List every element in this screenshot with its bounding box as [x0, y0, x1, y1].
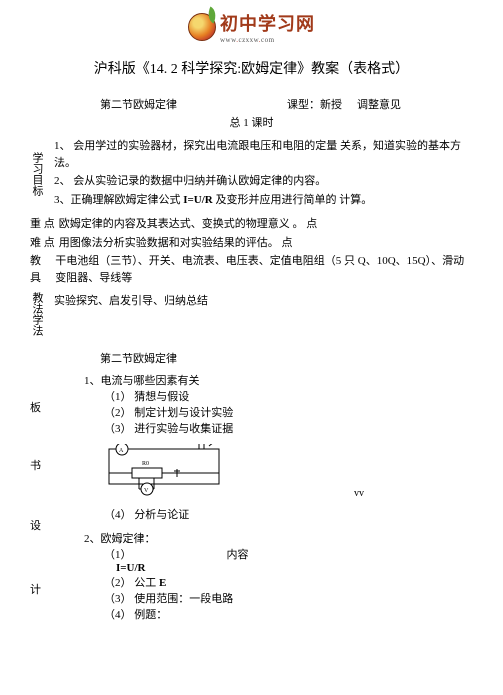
- page-header: 初中学习网 www.czxxw.com: [30, 10, 473, 44]
- board-item2-2: （2） 公工 E: [44, 574, 473, 590]
- adjust-label: 调整意见: [357, 96, 401, 112]
- circuit-svg: A R0 V: [104, 444, 224, 499]
- board-item2-3: （3） 使用范围：一段电路: [44, 590, 473, 606]
- difficult-text: 用图像法分析实验数据和对实验结果的评估。 点: [59, 235, 293, 252]
- content-label: 内容: [132, 546, 249, 562]
- logo-title: 初中学习网: [220, 10, 315, 36]
- document-title: 沪科版《14. 2 科学探究:欧姆定律》教案（表格式）: [30, 58, 473, 78]
- total-period: 总 1 课时: [30, 114, 473, 130]
- board-item2-title: 2、欧姆定律：: [44, 530, 473, 546]
- board-label-she: 设: [30, 506, 44, 546]
- key-point-text: 欧姆定律的内容及其表达式、变换式的物理意义 。 点: [59, 216, 318, 233]
- logo: 初中学习网 www.czxxw.com: [188, 10, 315, 44]
- difficult-label: 难 点: [30, 235, 55, 252]
- goal-2: 2、 会从实验记录的数据中归纳并确认欧姆定律的内容。: [54, 173, 473, 190]
- board-label-ban: 板: [30, 388, 44, 428]
- key-point-label: 重 点: [30, 216, 55, 233]
- item2-1-label: （1）: [44, 546, 132, 562]
- board-label-shu: 书: [30, 446, 44, 486]
- svg-text:V: V: [144, 488, 149, 494]
- board-item1-2: （2） 制定计划与设计实验: [44, 404, 473, 420]
- vv-label: vv: [354, 488, 364, 499]
- lesson-section-title: 第二节欧姆定律: [100, 96, 177, 112]
- goals-label: 学习目标: [30, 138, 44, 210]
- board-label-ji: 计: [30, 570, 44, 610]
- logo-icon: [188, 13, 216, 41]
- materials-row: 教 具 干电池组（三节）、开关、电流表、电压表、定值电阻组（5 只 Q、10Q、…: [30, 253, 473, 286]
- board-item1-3: （3） 进行实验与收集证据: [44, 420, 473, 436]
- board-item2-4: （4） 例题：: [44, 606, 473, 622]
- teach-method-block: 教法学法 实验探究、启发引导、归纳总结: [30, 292, 473, 336]
- board-section-heading: 第二节欧姆定律: [100, 350, 473, 366]
- key-point-row: 重 点 欧姆定律的内容及其表达式、变换式的物理意义 。 点: [30, 216, 473, 233]
- materials-label: 教 具: [30, 253, 51, 286]
- board-item1-title: 1、电流与哪些因素有关: [44, 372, 473, 388]
- lesson-info-row: 第二节欧姆定律 课型：新授 调整意见: [30, 96, 473, 112]
- goal-1: 1、 会用学过的实验器材，探究出电流跟电压和电阻的定量 关系，知道实验的基本方法…: [54, 138, 473, 171]
- svg-text:A: A: [119, 448, 124, 454]
- board-design-block: 板 书 设 计 1、电流与哪些因素有关 （1） 猜想与假设 （2） 制定计划与设…: [30, 372, 473, 622]
- teach-method-text: 实验探究、启发引导、归纳总结: [54, 292, 473, 308]
- difficult-row: 难 点 用图像法分析实验数据和对实验结果的评估。 点: [30, 235, 473, 252]
- board-item1-4: （4） 分析与论证: [44, 506, 473, 522]
- logo-url: www.czxxw.com: [220, 36, 315, 44]
- board-item1-1: （1） 猜想与假设: [44, 388, 473, 404]
- svg-text:R0: R0: [142, 461, 149, 467]
- circuit-diagram: A R0 V vv: [104, 444, 473, 502]
- teach-method-label: 教法学法: [30, 292, 44, 336]
- materials-text: 干电池组（三节）、开关、电流表、电压表、定值电阻组（5 只 Q、10Q、15Q）…: [55, 253, 473, 286]
- content-header-row: （1） 内容: [44, 546, 473, 562]
- class-type: 课型：新授: [287, 96, 342, 112]
- goal-3: 3、正确理解欧姆定律公式 I=U/R 及变形并应用进行简单的 计算。: [54, 192, 473, 209]
- formula: I=U/R: [44, 562, 473, 574]
- learning-goals-block: 学习目标 1、 会用学过的实验器材，探究出电流跟电压和电阻的定量 关系，知道实验…: [30, 138, 473, 210]
